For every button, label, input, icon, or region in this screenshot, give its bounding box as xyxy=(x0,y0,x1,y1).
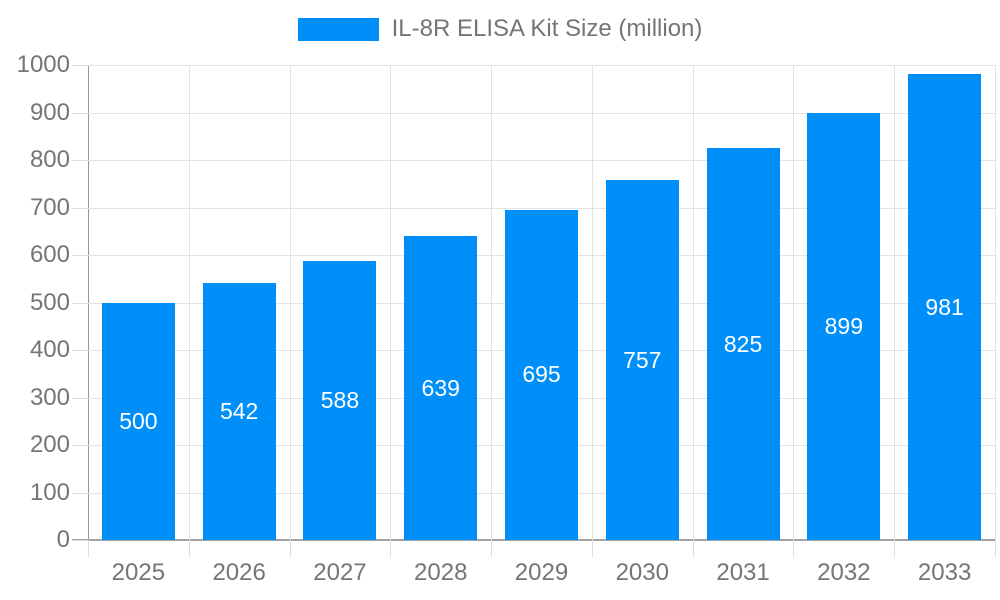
y-axis-labels: 0 100 200 300 400 500 600 700 800 900 1000 xyxy=(0,51,70,553)
y-axis-tick-label: 100 xyxy=(29,478,70,506)
bar-value-label: 542 xyxy=(219,397,259,424)
bar-2028[interactable]: 639 xyxy=(404,236,478,540)
x-axis-tick-label: 2032 xyxy=(817,559,871,586)
x-axis-tick-label: 2029 xyxy=(514,559,569,586)
y-axis-tick xyxy=(72,160,88,161)
legend-series-label: IL-8R ELISA Kit Size (million) xyxy=(391,15,703,42)
y-axis-tick xyxy=(72,540,88,541)
v-gridline xyxy=(289,65,291,540)
x-axis-tick xyxy=(188,540,190,557)
h-gridline xyxy=(88,112,995,114)
bar-value-label: 825 xyxy=(723,330,763,357)
x-axis-tick-label: 2026 xyxy=(212,559,266,586)
x-axis-tick-label: 2025 xyxy=(111,559,166,586)
x-axis-tick xyxy=(995,540,996,557)
x-axis-tick xyxy=(88,540,89,557)
x-axis-tick-label: 2033 xyxy=(917,559,972,586)
v-gridline xyxy=(390,65,392,540)
h-gridline xyxy=(88,207,995,209)
x-axis-tick-label: 2031 xyxy=(716,559,770,586)
x-axis-tick-label: 2028 xyxy=(414,559,468,586)
bar-value-label: 639 xyxy=(421,374,460,401)
x-axis-tick xyxy=(289,540,291,557)
bar-2026[interactable]: 542 xyxy=(202,282,276,540)
v-gridline xyxy=(591,65,593,540)
x-axis-tick xyxy=(692,540,694,557)
x-axis-tick-label: 2027 xyxy=(313,559,367,586)
bar-2031[interactable]: 825 xyxy=(706,148,780,540)
bar-2029[interactable]: 695 xyxy=(505,209,578,540)
bar-value-label: 588 xyxy=(320,386,360,413)
bar-2032[interactable]: 899 xyxy=(807,112,881,540)
bar-2027[interactable]: 588 xyxy=(303,260,377,540)
plot-area: 500 2025 542 2026 588 2027 639 2028 695 2029 757 20… xyxy=(72,65,996,586)
x-axis-line xyxy=(72,539,995,541)
bar-2025[interactable]: 500 xyxy=(101,302,175,540)
y-axis-tick xyxy=(72,397,88,399)
x-axis-tick xyxy=(491,540,493,557)
y-axis-tick-label: 600 xyxy=(29,241,70,268)
v-gridline xyxy=(995,65,996,540)
x-axis-tick xyxy=(793,540,795,557)
y-axis-tick xyxy=(72,207,88,209)
y-axis-tick-label: 800 xyxy=(29,146,70,173)
y-axis-tick-label: 1000 xyxy=(16,51,70,78)
x-axis-tick-label: 2030 xyxy=(615,559,669,586)
bar-2033[interactable]: 981 xyxy=(908,74,982,540)
bar-value-label: 981 xyxy=(925,293,964,320)
bar-value-label: 899 xyxy=(824,312,864,339)
x-axis-tick xyxy=(390,540,392,557)
v-gridline xyxy=(188,65,190,540)
y-axis-tick-label: 900 xyxy=(29,98,70,126)
h-gridline xyxy=(88,65,995,66)
y-axis-tick xyxy=(72,492,88,494)
legend-swatch-icon xyxy=(297,17,379,41)
v-gridline xyxy=(491,65,493,540)
v-gridline xyxy=(793,65,795,540)
x-axis-tick xyxy=(894,540,896,557)
v-gridline xyxy=(894,65,896,540)
y-axis-tick xyxy=(72,350,88,351)
y-axis-tick-label: 200 xyxy=(29,431,70,458)
bar-value-label: 500 xyxy=(119,407,158,434)
y-axis-tick xyxy=(72,445,88,446)
bar-value-label: 757 xyxy=(623,346,662,373)
x-axis-tick xyxy=(591,540,593,557)
y-axis-tick-label: 400 xyxy=(29,336,70,363)
bar-value-label: 695 xyxy=(522,361,561,388)
v-gridline xyxy=(692,65,694,540)
y-axis-tick xyxy=(72,255,88,256)
y-axis-tick xyxy=(72,112,88,114)
y-axis-tick xyxy=(72,302,88,304)
y-axis-tick-label: 700 xyxy=(29,193,70,221)
y-axis-tick-label: 300 xyxy=(29,383,70,411)
h-gridline xyxy=(88,160,995,161)
chart-legend[interactable]: IL-8R ELISA Kit Size (million) xyxy=(0,16,1000,42)
y-axis-tick xyxy=(72,65,88,66)
bar-2030[interactable]: 757 xyxy=(605,180,679,540)
y-axis-tick-label: 500 xyxy=(29,288,70,316)
y-axis-tick-label: 0 xyxy=(56,526,70,553)
